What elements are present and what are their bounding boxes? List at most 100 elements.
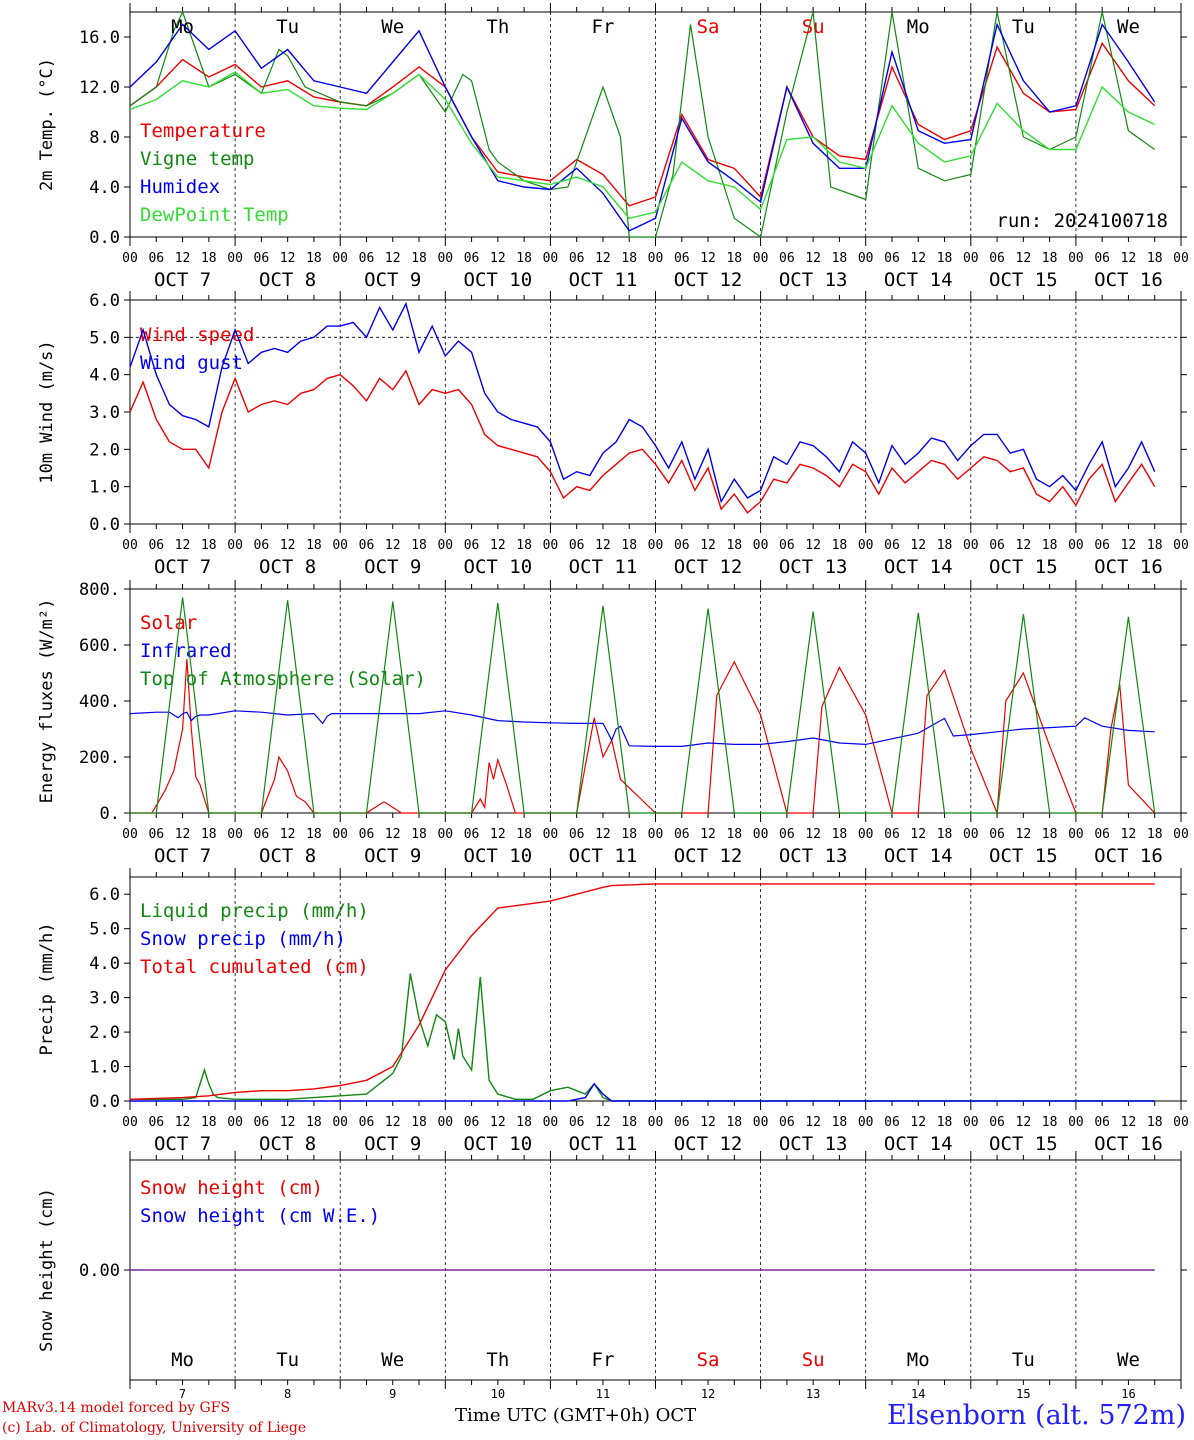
hour-tick-label: 06	[464, 538, 480, 553]
y-tick-label: 200.	[79, 748, 120, 768]
hour-tick-label: 06	[779, 1115, 795, 1130]
panel-2: 0.0 1.0 2.0 3.0 4.0 5.0 6.0 10m Wind (m/s) 00 06 1…	[37, 291, 1189, 578]
hour-tick-label: 12	[385, 827, 401, 842]
date-label: OCT 10	[464, 1133, 533, 1155]
legend-entry: Wind speed	[140, 324, 254, 346]
hour-tick-label: 06	[1094, 1115, 1110, 1130]
weekday-label-bottom: Mo	[171, 1349, 194, 1371]
hour-tick-label: 18	[1147, 251, 1163, 266]
hour-tick-label: 06	[674, 538, 690, 553]
y-tick-label: 5.0	[89, 328, 120, 348]
hour-tick-label: 18	[411, 827, 427, 842]
hour-tick-label: 00	[122, 538, 138, 553]
hour-tick-label: 18	[937, 1115, 953, 1130]
hour-tick-label: 18	[201, 251, 217, 266]
date-label: OCT 7	[154, 556, 211, 578]
date-label: OCT 13	[779, 845, 848, 867]
weekday-label-bottom: Sa	[697, 1349, 720, 1371]
hour-tick-label: 12	[805, 251, 821, 266]
hour-tick-label: 00	[332, 538, 348, 553]
hour-tick-label: 00	[227, 538, 243, 553]
hour-tick-label: 06	[884, 538, 900, 553]
series-line	[130, 597, 1156, 814]
weekday-label-top: We	[381, 16, 404, 38]
hour-tick-label: 00	[753, 827, 769, 842]
hour-tick-label: 18	[411, 1115, 427, 1130]
y-tick-label: 600.	[79, 636, 120, 656]
weekday-label-top: We	[1117, 16, 1140, 38]
panel-4: 0.0 1.0 2.0 3.0 4.0 5.0 6.0 Precip (mm/h) 00 06 12…	[37, 868, 1189, 1155]
hour-tick-label: 12	[280, 1115, 296, 1130]
date-label: OCT 8	[259, 1133, 316, 1155]
hour-tick-label: 18	[1147, 538, 1163, 553]
hour-tick-label: 00	[1173, 538, 1189, 553]
date-label: OCT 12	[674, 556, 743, 578]
date-label: OCT 10	[464, 556, 533, 578]
hour-tick-label: 12	[700, 251, 716, 266]
hour-tick-label: 18	[937, 251, 953, 266]
hour-tick-label: 18	[306, 251, 322, 266]
weekday-label-bottom: Su	[802, 1349, 825, 1371]
y-axis-label: Precip (mm/h)	[37, 922, 57, 1055]
hour-tick-label: 18	[937, 538, 953, 553]
legend-entry: Temperature	[140, 120, 266, 142]
weekday-label-bottom: We	[381, 1349, 404, 1371]
plot-frame	[129, 299, 1182, 525]
y-tick-label: 2.0	[89, 1023, 120, 1043]
hour-tick-label: 06	[779, 827, 795, 842]
series-line	[130, 1082, 1155, 1102]
date-label: OCT 14	[884, 269, 953, 291]
weekday-label-top: Su	[802, 16, 825, 38]
time-axis-label: Time UTC (GMT+0h) OCT	[455, 1405, 697, 1426]
lab-credit-line: (c) Lab. of Climatology, University of L…	[2, 1420, 307, 1436]
hour-tick-label: 12	[1121, 251, 1137, 266]
hour-tick-label: 00	[227, 827, 243, 842]
hour-tick-label: 00	[963, 251, 979, 266]
hour-tick-label: 06	[989, 251, 1005, 266]
hour-tick-label: 06	[148, 538, 164, 553]
hour-tick-label: 06	[359, 538, 375, 553]
hour-tick-label: 00	[648, 538, 664, 553]
date-label: OCT 8	[259, 269, 316, 291]
y-tick-label: 3.0	[89, 989, 120, 1009]
hour-tick-label: 12	[805, 827, 821, 842]
weekday-label-top: Sa	[697, 16, 720, 38]
hour-tick-label: 18	[1042, 251, 1058, 266]
date-label: OCT 12	[674, 269, 743, 291]
hour-tick-label: 18	[726, 1115, 742, 1130]
date-label: OCT 11	[569, 556, 638, 578]
y-tick-label: 0.0	[89, 515, 120, 535]
legend-entry: Liquid precip (mm/h)	[140, 900, 369, 922]
hour-tick-label: 12	[490, 251, 506, 266]
hour-tick-label: 12	[175, 251, 191, 266]
weekday-label-bottom: Mo	[907, 1349, 930, 1371]
y-tick-label: 4.0	[89, 178, 120, 198]
date-label: OCT 7	[154, 269, 211, 291]
weekday-label-bottom: We	[1117, 1349, 1140, 1371]
hour-tick-label: 12	[595, 538, 611, 553]
hour-tick-label: 00	[1068, 538, 1084, 553]
hour-tick-label: 18	[411, 251, 427, 266]
date-label: OCT 9	[364, 1133, 421, 1155]
y-tick-label: 4.0	[89, 954, 120, 974]
hour-tick-label: 00	[332, 1115, 348, 1130]
date-label: OCT 16	[1094, 269, 1163, 291]
hour-tick-label: 06	[148, 251, 164, 266]
hour-tick-label: 00	[332, 827, 348, 842]
series-line	[129, 369, 1156, 514]
hour-tick-label: 06	[989, 827, 1005, 842]
day-number-label: 15	[1016, 1387, 1030, 1401]
hour-tick-label: 12	[175, 827, 191, 842]
legend-entry: Top of Atmosphere (Solar)	[140, 668, 426, 690]
hour-tick-label: 18	[411, 538, 427, 553]
hour-tick-label: 18	[832, 251, 848, 266]
y-tick-label: 400.	[79, 692, 120, 712]
legend-entry: Snow precip (mm/h)	[140, 928, 346, 950]
hour-tick-label: 06	[464, 251, 480, 266]
hour-tick-label: 00	[332, 251, 348, 266]
hour-tick-label: 06	[148, 827, 164, 842]
hour-tick-label: 00	[753, 1115, 769, 1130]
series-line	[130, 973, 1155, 1102]
hour-tick-label: 12	[700, 538, 716, 553]
hour-tick-label: 18	[516, 538, 532, 553]
